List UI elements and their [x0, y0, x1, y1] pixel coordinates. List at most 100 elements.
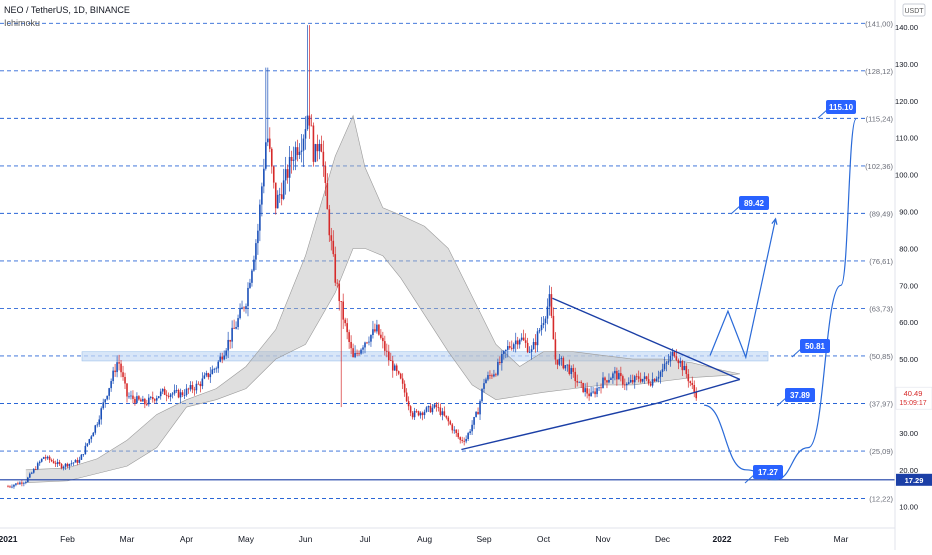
candle-body: [23, 482, 25, 484]
x-tick-label: 2022: [713, 534, 732, 544]
candle-body: [386, 350, 388, 352]
candle-body: [76, 459, 79, 463]
current-price-countdown: 15:09:17: [899, 400, 926, 407]
candle-body: [205, 373, 208, 376]
candle-body: [532, 341, 535, 350]
candle-body: [171, 393, 174, 395]
candle-body: [588, 393, 590, 397]
candle-body: [40, 458, 43, 462]
candle-body: [94, 425, 97, 433]
candle-body: [340, 301, 342, 302]
candle-body: [620, 373, 622, 377]
candle-body: [96, 424, 99, 426]
candle-body: [417, 411, 420, 416]
candle-body: [332, 240, 335, 255]
candle-body: [508, 346, 511, 348]
candle-body: [255, 243, 257, 260]
candle-body: [146, 404, 148, 406]
candle-body: [582, 382, 584, 393]
candle-body: [612, 373, 614, 379]
triangle-lower-ext: [656, 378, 741, 405]
indicator-name[interactable]: Ichimoku: [4, 18, 41, 28]
candle-body: [401, 378, 404, 384]
candle-body: [344, 319, 346, 324]
candle-body: [647, 379, 650, 384]
candle-body: [622, 376, 624, 385]
candle-body: [80, 454, 83, 460]
candle-body: [469, 431, 471, 434]
candle-body: [130, 395, 132, 397]
candle-body: [21, 482, 23, 484]
level-label: (89,49): [869, 209, 893, 218]
candle-body: [78, 459, 81, 463]
candle-body: [17, 483, 19, 485]
candle-body: [499, 361, 501, 364]
candle-body: [485, 379, 487, 384]
candle-body: [590, 392, 592, 397]
current-price-badge: [895, 386, 932, 410]
candle-body: [610, 378, 612, 380]
candle-body: [179, 392, 182, 398]
level-label: (128,12): [865, 67, 893, 76]
candle-body: [457, 432, 460, 438]
candle-body: [46, 456, 49, 459]
candle-body: [671, 351, 674, 356]
candle-body: [207, 373, 210, 378]
candle-body: [425, 407, 428, 412]
candle-body: [655, 378, 658, 382]
candle-body: [249, 282, 251, 288]
target-badge: [753, 465, 783, 479]
candle-body: [514, 340, 517, 345]
candle-body: [534, 341, 537, 346]
candle-body: [120, 363, 122, 373]
candle-body: [74, 459, 77, 463]
candle-body: [11, 486, 13, 488]
candle-body: [185, 388, 188, 395]
level-label: (141,00): [865, 19, 893, 28]
candle-body: [175, 390, 178, 391]
candle-body: [342, 301, 344, 320]
candle-body: [673, 351, 676, 357]
candle-body: [437, 406, 440, 408]
candle-body: [564, 365, 567, 369]
candle-body: [151, 397, 154, 400]
candle-body: [542, 323, 545, 325]
candle-body: [108, 388, 110, 396]
candle-body: [90, 436, 93, 440]
candle-body: [36, 463, 39, 470]
candle-body: [449, 421, 452, 425]
candle-body: [366, 342, 368, 344]
candle-body: [310, 125, 313, 127]
candle-body: [134, 398, 136, 403]
candle-body: [475, 411, 477, 417]
candle-body: [691, 383, 694, 386]
candle-body: [574, 371, 577, 382]
currency-badge: [902, 3, 926, 17]
candle-body: [68, 463, 71, 467]
candle-body: [92, 432, 95, 437]
candle-body: [649, 383, 652, 386]
candle-body: [233, 327, 235, 329]
level-label: (102,36): [865, 162, 893, 171]
candle-body: [302, 138, 305, 151]
candle-body: [415, 410, 418, 412]
candle-body: [199, 383, 202, 387]
candle-body: [298, 151, 301, 155]
current-price-label: 40.49: [904, 389, 923, 398]
candle-body: [163, 388, 166, 395]
candle-body: [378, 324, 380, 335]
candle-body: [473, 416, 475, 425]
candle-body: [659, 371, 662, 377]
target-badge: [785, 388, 815, 402]
candle-body: [197, 383, 200, 385]
candle-body: [215, 368, 218, 370]
drawings[interactable]: [0, 118, 895, 481]
candle-body: [330, 235, 333, 241]
candle-body: [159, 391, 162, 397]
candle-body: [651, 379, 654, 386]
candle-body: [280, 194, 283, 199]
x-tick-label: May: [238, 534, 255, 544]
candle-body: [193, 389, 196, 391]
